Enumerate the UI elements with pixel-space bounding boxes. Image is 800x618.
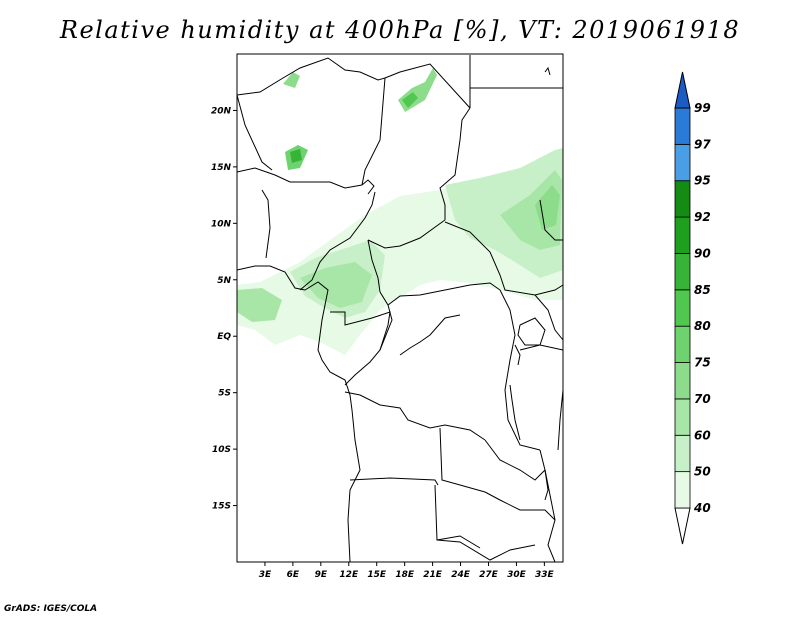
coastlines — [236, 66, 564, 563]
humidity-patch-north1 — [283, 72, 300, 88]
border-libya-chad — [384, 63, 471, 109]
y-tick-label: 5S — [218, 389, 231, 399]
border-namibia-south — [434, 484, 481, 549]
y-tick-label: 10N — [211, 219, 232, 229]
colorbar-label: 40 — [693, 501, 711, 515]
colorbar-label: 80 — [694, 319, 711, 333]
x-tick-label: 27E — [479, 570, 499, 580]
y-tick-label: 20N — [211, 106, 232, 116]
x-tick-label: 15E — [367, 570, 387, 580]
colorbar-label: 75 — [694, 356, 711, 370]
border-south-africa — [436, 539, 536, 561]
colorbar-swatch — [674, 434, 691, 473]
x-tick-label: 18E — [395, 570, 415, 580]
colorbar-label: 90 — [694, 246, 711, 260]
y-tick-label: 10S — [212, 445, 231, 455]
border-angola-zambia — [439, 427, 486, 493]
colorbar-swatch — [674, 253, 691, 291]
humidity-area-east-core — [500, 170, 562, 250]
border-mali-niger — [236, 94, 273, 171]
lake-malawi — [539, 449, 549, 501]
colorbar-swatch — [674, 180, 691, 218]
border-algeria-niger — [236, 57, 386, 96]
colorbar-swatch — [674, 471, 691, 509]
x-tick-label: 12E — [339, 570, 359, 580]
colorbar: 40 50 60 70 75 80 85 90 92 95 97 99 — [674, 71, 711, 545]
border-benin — [261, 189, 271, 259]
humidity-patch-niger-core — [290, 149, 302, 163]
border-chad-car — [367, 219, 446, 249]
border-ethiopia — [539, 199, 563, 241]
coast-gulf-of-guinea — [236, 265, 361, 563]
border-congo-gabon — [330, 311, 391, 351]
colorbar-upper-arrow — [674, 71, 691, 109]
colorbar-label: 92 — [694, 210, 711, 224]
country-borders — [236, 55, 564, 563]
lake-albert — [514, 344, 521, 366]
colorbar-lower-arrow — [674, 507, 691, 545]
x-tick-label: 3E — [259, 570, 272, 580]
y-tick-label: 15S — [212, 502, 231, 512]
border-nigeria-cameroon — [299, 191, 376, 291]
humidity-area-coast — [237, 288, 282, 322]
colorbar-label: 60 — [694, 428, 711, 442]
lake-tanganyika — [509, 384, 521, 441]
border-drc-angola — [344, 391, 486, 441]
y-tick-label: 15N — [211, 163, 232, 173]
border-angola-namibia — [349, 477, 439, 486]
colorbar-label: 95 — [694, 174, 711, 188]
x-tick-label: 21E — [423, 570, 443, 580]
lake-victoria — [517, 317, 546, 346]
colorbar-label: 99 — [694, 101, 711, 115]
border-chad-sudan — [439, 107, 471, 220]
lake-chad — [361, 179, 375, 195]
border-car-south — [387, 282, 501, 306]
colorbar-label: 70 — [694, 392, 711, 406]
x-tick-label: 30E — [507, 570, 527, 580]
y-tick-label: EQ — [217, 332, 231, 342]
grads-credit: GrADS: IGES/COLA — [4, 604, 98, 614]
border-congo-drc — [344, 304, 393, 386]
humidity-patch-north2 — [398, 68, 437, 112]
map-frame — [236, 53, 564, 563]
border-zambia-east — [484, 439, 546, 481]
humidity-field — [237, 68, 563, 355]
border-niger-south — [236, 167, 363, 189]
y-tick-label: 5N — [217, 276, 231, 286]
border-sudan-ssudan — [444, 221, 564, 296]
border-zimbabwe — [484, 491, 556, 521]
colorbar-swatch — [674, 362, 691, 400]
x-tick-label: 24E — [451, 570, 471, 580]
border-uganda-kenya — [534, 294, 564, 341]
border-cameroon-car — [367, 239, 389, 306]
coast-madagascar — [557, 389, 564, 451]
border-drc-east — [499, 289, 541, 451]
humidity-area-gabon-core — [300, 262, 372, 308]
border-niger-chad — [361, 77, 386, 186]
river-congo — [399, 314, 461, 356]
coast-red-sea — [544, 66, 551, 76]
x-tick-label: 6E — [287, 570, 300, 580]
colorbar-label: 97 — [694, 137, 711, 151]
colorbar-label: 85 — [694, 283, 711, 297]
colorbar-swatch — [674, 289, 691, 327]
colorbar-swatch — [674, 216, 691, 254]
colorbar-swatch — [674, 143, 691, 182]
axis-ticks: 3E 6E 9E 12E 15E 18E 21E 24E 27E 30E 33E 20N 15N 10N 5… — [211, 106, 555, 580]
chart-title: Relative humidity at 400hPa [%], VT: 201… — [59, 16, 741, 44]
humidity-patch-north2-core — [402, 92, 418, 108]
colorbar-label: 50 — [694, 465, 711, 479]
colorbar-swatch — [674, 325, 691, 363]
x-tick-label: 33E — [535, 570, 555, 580]
humidity-area-east-peak — [535, 185, 560, 230]
colorbar-swatch — [674, 107, 691, 145]
colorbar-swatch — [674, 398, 691, 436]
border-mozambique — [544, 469, 556, 563]
x-tick-label: 9E — [315, 570, 328, 580]
border-tanzania — [519, 344, 564, 351]
